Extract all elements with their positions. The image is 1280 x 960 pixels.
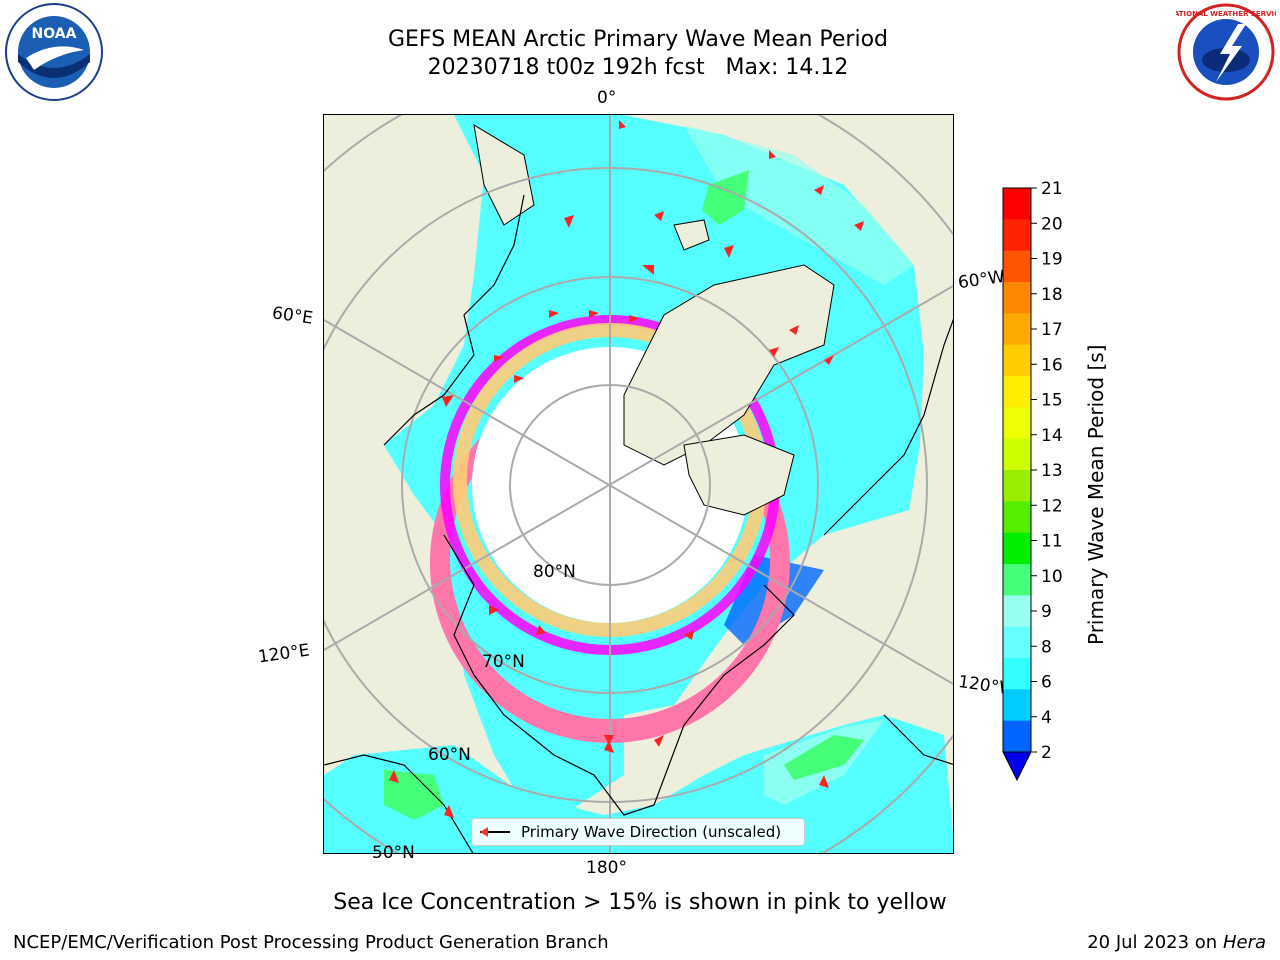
- footer-organization: NCEP/EMC/Verification Post Processing Pr…: [13, 932, 609, 953]
- colorbar: 2 4 6 8 9 10 11 12 13 14 15 16 17 18 19 20 21: [1002, 180, 1063, 782]
- canadian-archipelago: [683, 434, 795, 516]
- colorbar-tick-label: 2: [1041, 743, 1052, 763]
- footer-date: 20 Jul 2023 on Hera: [1087, 932, 1266, 953]
- colorbar-segment: [1003, 344, 1031, 377]
- nws-logo: NATIONAL WEATHER SERVICE: [1176, 3, 1276, 101]
- colorbar-segment: [1003, 407, 1031, 440]
- lon-label-180: 180°: [586, 858, 627, 878]
- map-legend: Primary Wave Direction (unscaled): [471, 818, 805, 846]
- colorbar-title: Primary Wave Mean Period [s]: [1084, 344, 1108, 646]
- graticule: [324, 115, 953, 853]
- caption: Sea Ice Concentration > 15% is shown in …: [333, 890, 947, 915]
- colorbar-segment: [1003, 313, 1031, 346]
- colorbar-segment: [1003, 188, 1031, 220]
- footer-date-text: 20 Jul 2023 on: [1087, 932, 1223, 953]
- title-line-1: GEFS MEAN Arctic Primary Wave Mean Perio…: [387, 27, 888, 52]
- lon-label-120e: 120°E: [256, 640, 311, 668]
- colorbar-segment: [1003, 595, 1031, 628]
- lat-label-60n: 60°N: [428, 745, 471, 765]
- colorbar-extend-arrow: [1002, 751, 1032, 782]
- ocean-region-pale: [684, 125, 914, 285]
- lon-label-0: 0°: [597, 88, 617, 108]
- map-panel: [323, 114, 954, 854]
- lon-label-60e: 60°E: [270, 303, 315, 329]
- colorbar-tick-label: 11: [1041, 532, 1063, 552]
- colorbar-tick-label: 12: [1041, 496, 1063, 516]
- lat-label-70n: 70°N: [482, 652, 525, 672]
- colorbar-tick-label: 20: [1041, 214, 1063, 234]
- colorbar-segment: [1003, 250, 1031, 283]
- chart-title: GEFS MEAN Arctic Primary Wave Mean Perio…: [0, 26, 1276, 82]
- colorbar-segment: [1003, 501, 1031, 534]
- coastlines: [324, 194, 953, 853]
- wave-direction-arrow-icon: [480, 827, 510, 837]
- atlantic-green: [702, 170, 749, 225]
- colorbar-tick-label: 14: [1041, 426, 1063, 446]
- greenland: [623, 264, 835, 466]
- colorbar-tick-label: 17: [1041, 320, 1063, 340]
- colorbar-segment: [1003, 532, 1031, 565]
- colorbar-segment: [1003, 219, 1031, 252]
- colorbar-tick-label: 16: [1041, 355, 1063, 375]
- wave-arrows: [389, 120, 864, 818]
- colorbar-tick-label: 4: [1041, 708, 1052, 728]
- colorbar-tick-label: 8: [1041, 637, 1052, 657]
- pacific-green-2: [784, 735, 864, 780]
- footer-host: Hera: [1222, 932, 1266, 953]
- colorbar-segment: [1003, 376, 1031, 408]
- colorbar-segment: [1003, 564, 1031, 596]
- colorbar-tick-label: 19: [1041, 250, 1063, 270]
- noaa-logo: NOAA: [5, 3, 103, 101]
- colorbar-tick-label: 13: [1041, 461, 1063, 481]
- colorbar-tick-label: 6: [1041, 673, 1052, 693]
- scandinavia: [473, 124, 535, 226]
- colorbar-tick-label: 15: [1041, 391, 1063, 411]
- colorbar-segment: [1003, 689, 1031, 722]
- noaa-logo-text: NOAA: [32, 26, 77, 42]
- legend-label: Primary Wave Direction (unscaled): [521, 823, 782, 841]
- colorbar-tick-label: 9: [1041, 602, 1052, 622]
- colorbar-segment: [1003, 658, 1031, 690]
- pacific-green-1: [384, 770, 444, 820]
- polar-map: [324, 115, 953, 853]
- colorbar-segment: [1003, 720, 1031, 753]
- lat-label-80n: 80°N: [533, 562, 576, 582]
- colorbar-segment: [1003, 626, 1031, 659]
- colorbar-tick-label: 10: [1041, 567, 1063, 587]
- colorbar-tick-label: 18: [1041, 285, 1063, 305]
- colorbar-tick-label: 21: [1041, 180, 1063, 199]
- colorbar-segment: [1003, 470, 1031, 502]
- colorbar-segment: [1003, 282, 1031, 314]
- lat-label-50n: 50°N: [372, 843, 415, 863]
- title-line-2: 20230718 t00z 192h fcst Max: 14.12: [427, 55, 849, 80]
- nws-logo-text: NATIONAL WEATHER SERVICE: [1176, 10, 1276, 18]
- svalbard: [673, 219, 710, 251]
- colorbar-segment: [1003, 438, 1031, 471]
